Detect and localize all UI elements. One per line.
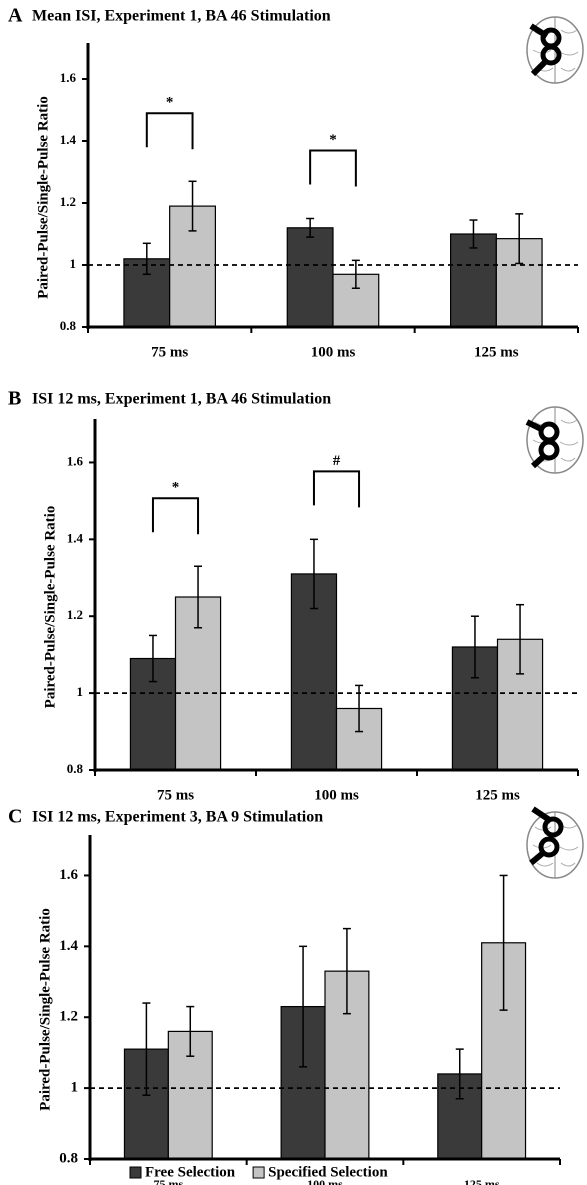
x-tick-label: 100 ms: [307, 1177, 343, 1185]
error-bar: [342, 927, 351, 1015]
y-tick-label: 1: [70, 256, 77, 271]
x-tick-label: 75 ms: [157, 787, 194, 803]
chart-title: ISI 12 ms, Experiment 1, BA 46 Stimulati…: [32, 391, 331, 408]
error-bar: [299, 945, 308, 1068]
legend-label: Specified Selection: [268, 1164, 388, 1180]
x-tick-label: 75 ms: [153, 1177, 183, 1185]
x-tick-label: 125 ms: [475, 787, 520, 803]
y-tick-label: 1: [71, 1080, 79, 1096]
error-bar: [142, 1002, 151, 1096]
error-bar: [515, 213, 524, 265]
brain-icon: [526, 806, 584, 879]
x-tick-label: 75 ms: [151, 344, 188, 360]
y-tick-label: 1.6: [60, 70, 77, 85]
error-bar: [194, 565, 203, 629]
error-bar: [351, 259, 360, 289]
significance-label: *: [166, 95, 174, 111]
y-axis-label: Paired-Pulse/Single-Pulse Ratio: [37, 908, 53, 1111]
y-tick-label: 0.8: [67, 761, 84, 776]
panel-letter: C: [8, 806, 22, 828]
error-bar: [455, 1048, 464, 1100]
y-tick-label: 1: [77, 684, 84, 699]
error-bar: [306, 217, 315, 238]
y-tick-label: 0.8: [60, 318, 77, 333]
significance-bracket: [151, 497, 200, 535]
error-bar: [499, 874, 508, 1011]
panel-letter: A: [8, 5, 23, 27]
chart-title: Mean ISI, Experiment 1, BA 46 Stimulatio…: [32, 8, 331, 25]
y-tick-label: 1.2: [67, 607, 83, 622]
y-tick-label: 1.6: [67, 453, 84, 468]
panel-letter: B: [8, 388, 21, 410]
x-tick-label: 100 ms: [314, 787, 359, 803]
significance-label: *: [329, 132, 337, 148]
significance-bracket: [145, 112, 194, 150]
y-tick-label: 1.4: [67, 530, 84, 545]
y-tick-label: 1.2: [59, 1009, 78, 1025]
brain-icon: [526, 16, 584, 84]
x-tick-label: 125 ms: [474, 344, 519, 360]
error-bar: [148, 634, 157, 683]
legend-swatch: [129, 1166, 142, 1179]
significance-bracket: [309, 149, 357, 187]
error-bar: [469, 219, 478, 249]
y-tick-label: 1.6: [59, 867, 78, 883]
error-bar: [188, 180, 197, 232]
significance-label: *: [172, 480, 180, 496]
y-axis-label: Paired-Pulse/Single-Pulse Ratio: [35, 96, 51, 299]
y-tick-label: 1.4: [60, 132, 77, 147]
chart-title: ISI 12 ms, Experiment 3, BA 9 Stimulatio…: [32, 809, 323, 826]
brain-icon: [525, 406, 584, 474]
x-tick-label: 100 ms: [311, 344, 356, 360]
y-axis-label: Paired-Pulse/Single-Pulse Ratio: [42, 506, 58, 709]
y-tick-label: 1.2: [60, 194, 76, 209]
significance-bracket: [312, 470, 361, 508]
error-bar: [309, 538, 318, 610]
significance-label: #: [333, 453, 341, 469]
error-bar: [516, 603, 525, 675]
bar: [286, 227, 334, 328]
legend-label: Free Selection: [145, 1164, 236, 1180]
x-tick-label: 125 ms: [464, 1177, 500, 1185]
error-bar: [186, 1005, 195, 1057]
legend-swatch: [252, 1166, 265, 1179]
error-bar: [470, 615, 479, 679]
error-bar: [142, 242, 151, 276]
y-tick-label: 0.8: [59, 1150, 78, 1166]
y-tick-label: 1.4: [59, 938, 78, 954]
